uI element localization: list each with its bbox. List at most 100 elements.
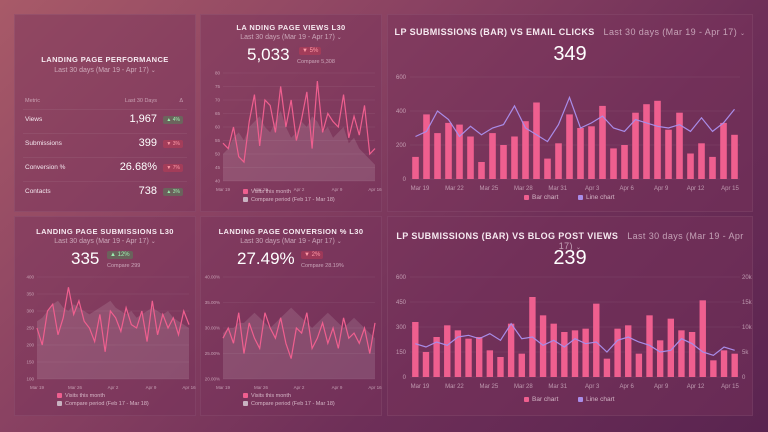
bar — [646, 315, 653, 377]
table-header: Metric Last 30 Days Δ — [23, 95, 187, 110]
x-tick-label: Apr 15 — [721, 384, 739, 390]
performance-title: LANDING PAGE PERFORMANCE — [41, 55, 169, 64]
legend-swatch — [578, 397, 583, 402]
legend-current[interactable]: Visits this month — [57, 393, 105, 399]
bar — [720, 350, 728, 377]
legend-bar[interactable]: Bar chart — [524, 396, 558, 403]
submissions-delta-badge: ▲ 12% — [107, 251, 133, 259]
y-tick-label: 0 — [403, 177, 407, 183]
x-tick-label: Mar 28 — [514, 186, 533, 192]
performance-table: Metric Last 30 Days Δ Views 1,967 ▲ 4% S… — [23, 95, 187, 205]
bar — [654, 100, 661, 179]
bar — [577, 128, 584, 179]
legend-swatch — [578, 195, 583, 200]
email-value: 349 — [553, 43, 587, 65]
submissions-period-select[interactable]: Last 30 days (Mar 19 - Apr 17) ⌄ — [54, 238, 156, 245]
submissions-compare: Compare 299 — [107, 263, 141, 269]
legend-swatch — [243, 197, 248, 202]
bar — [522, 121, 529, 179]
submissions-value: 335 — [71, 249, 100, 268]
y2-tick-label: 15k — [742, 300, 753, 306]
metric-delta-badge: ▲ 4% — [163, 116, 183, 124]
legend-line[interactable]: Line chart — [578, 396, 615, 403]
y-tick-label: 250 — [26, 326, 34, 331]
y-tick-label: 600 — [396, 275, 407, 281]
conversion-title: LANDING PAGE CONVERSION % L30 — [218, 227, 364, 236]
legend-current[interactable]: Visits this month — [243, 189, 291, 195]
compare-area — [37, 300, 189, 379]
y-tick-label: 400 — [396, 109, 407, 115]
y-tick-label: 60 — [215, 125, 221, 130]
bar — [422, 352, 430, 377]
y-tick-label: 55 — [215, 138, 221, 143]
bar — [533, 102, 540, 179]
x-tick-label: Mar 31 — [548, 186, 567, 192]
bar — [412, 156, 419, 179]
legend-swatch — [243, 393, 248, 398]
y-tick-label: 150 — [26, 360, 34, 365]
bar — [676, 112, 683, 179]
legend-line[interactable]: Line chart — [578, 194, 615, 201]
bar — [467, 136, 474, 179]
metric-value: 399 — [138, 137, 157, 149]
bar — [566, 114, 573, 179]
bar — [544, 158, 551, 179]
email-period-select[interactable]: Last 30 days (Mar 19 - Apr 17) ⌄ — [603, 27, 746, 37]
x-tick-label: Apr 6 — [619, 384, 634, 390]
y-tick-label: 300 — [26, 309, 34, 314]
legend-current[interactable]: Visits this month — [243, 393, 291, 399]
y-tick-label: 65 — [215, 111, 221, 116]
legend-swatch — [57, 401, 62, 406]
y-tick-label: 400 — [26, 275, 34, 280]
metric-value: 738 — [138, 185, 157, 197]
current-line — [222, 81, 376, 164]
conversion-period-select[interactable]: Last 30 days (Mar 19 - Apr 17) ⌄ — [240, 238, 342, 245]
chevron-down-icon: ⌄ — [336, 35, 342, 41]
y2-tick-label: 10k — [742, 325, 753, 331]
y-tick-label: 30.00% — [205, 326, 220, 331]
x-tick-label: Apr 16 — [368, 187, 382, 192]
x-tick-label: Mar 26 — [254, 187, 269, 192]
current-line — [222, 312, 376, 359]
legend-previous[interactable]: Compare period (Feb 17 - Mar 18) — [57, 401, 149, 407]
legend-previous[interactable]: Compare period (Feb 17 - Mar 18) — [243, 197, 335, 203]
bar — [665, 129, 672, 179]
x-tick-label: Apr 16 — [182, 385, 196, 390]
y-tick-label: 20.00% — [205, 377, 220, 382]
submissions-title: LANDING PAGE SUBMISSIONS L30 — [36, 227, 174, 236]
bar — [561, 332, 568, 377]
bar — [588, 126, 595, 179]
bar — [621, 145, 628, 179]
legend-bar[interactable]: Bar chart — [524, 194, 558, 201]
bar — [489, 133, 496, 179]
y-tick-label: 35.00% — [205, 300, 220, 305]
bar — [582, 328, 589, 377]
blog-period-select[interactable]: Last 30 days (Mar 19 - Apr 17) ⌄ — [558, 231, 744, 251]
bar — [731, 134, 738, 179]
line-series — [415, 95, 735, 143]
y-tick-label: 0 — [403, 375, 407, 381]
bar — [710, 360, 717, 377]
views-period-select[interactable]: Last 30 days (Mar 19 - Apr 17) ⌄ — [240, 34, 342, 41]
bar — [511, 136, 518, 179]
metric-name: Views — [25, 116, 43, 123]
legend-swatch — [524, 397, 529, 402]
y-tick-label: 45 — [215, 165, 221, 170]
compare-area — [223, 307, 375, 379]
y2-tick-label: 5k — [742, 350, 749, 356]
bar — [507, 323, 515, 377]
performance-period-select[interactable]: Last 30 days (Mar 19 - Apr 17) ⌄ — [54, 67, 156, 74]
x-tick-label: Mar 26 — [68, 385, 83, 390]
bar — [454, 330, 462, 377]
legend-previous[interactable]: Compare period (Feb 17 - Mar 18) — [243, 401, 335, 407]
bar — [632, 112, 639, 179]
compare-area — [223, 110, 375, 181]
bar — [688, 332, 696, 377]
x-tick-label: Mar 26 — [254, 385, 269, 390]
bar — [593, 303, 600, 377]
metric-name: Conversion % — [25, 164, 66, 171]
bar — [497, 357, 504, 377]
chevron-down-icon: ⌄ — [575, 245, 582, 251]
current-line — [36, 287, 190, 352]
x-tick-label: Mar 28 — [514, 384, 533, 390]
